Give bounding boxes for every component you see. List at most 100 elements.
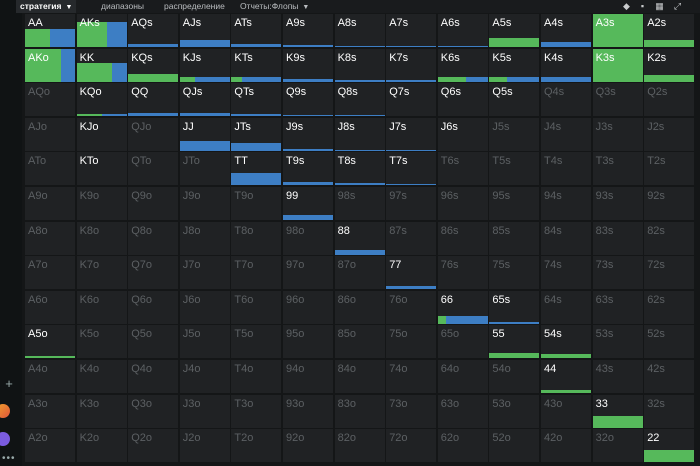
hand-cell[interactable]: QJs	[179, 83, 230, 117]
hand-cell[interactable]: 95o	[283, 325, 333, 359]
hand-cell[interactable]: J2s	[644, 117, 695, 151]
tab-distribution[interactable]: распределение	[164, 0, 225, 13]
hand-cell[interactable]: 22	[644, 429, 695, 463]
hand-cell[interactable]: K2s	[644, 48, 695, 82]
hand-cell[interactable]: 86o	[334, 290, 385, 324]
hand-cell[interactable]: 97s	[386, 187, 437, 220]
hand-cell[interactable]: JTs	[231, 117, 282, 151]
hand-cell[interactable]: A8s	[334, 14, 385, 47]
hand-cell[interactable]: J3o	[179, 394, 230, 428]
hand-cell[interactable]: J3s	[592, 117, 643, 151]
hand-cell[interactable]: 82s	[644, 221, 695, 255]
hand-cell[interactable]: QJo	[128, 117, 179, 151]
hand-cell[interactable]: Q4s	[541, 83, 591, 117]
hand-cell[interactable]: K7o	[76, 256, 127, 290]
hand-cell[interactable]: 77	[386, 256, 437, 290]
hand-cell[interactable]: Q2s	[644, 83, 695, 117]
hand-cell[interactable]: J5s	[489, 117, 540, 151]
hand-cell[interactable]: K6s	[437, 48, 488, 82]
hand-cell[interactable]: AQo	[25, 83, 75, 117]
hand-cell[interactable]: 76s	[437, 256, 488, 290]
hand-cell[interactable]: 63o	[437, 394, 488, 428]
hand-cell[interactable]: AKo	[25, 48, 75, 82]
hand-cell[interactable]: ATs	[231, 14, 282, 47]
hand-cell[interactable]: K3o	[76, 394, 127, 428]
hand-cell[interactable]: K6o	[76, 290, 127, 324]
expand-icon[interactable]: ⤢	[673, 1, 682, 11]
tab-ranges[interactable]: диапазоны	[101, 0, 144, 13]
hand-cell[interactable]: 93o	[283, 394, 333, 428]
hand-cell[interactable]: K5o	[76, 325, 127, 359]
more-dots-icon[interactable]: •••	[2, 453, 16, 464]
hand-cell[interactable]: 32s	[644, 394, 695, 428]
hand-cell[interactable]: Q9s	[283, 83, 333, 117]
hand-cell[interactable]: A5o	[25, 325, 75, 359]
hand-cell[interactable]: T5o	[231, 325, 282, 359]
hand-cell[interactable]: KTs	[231, 48, 282, 82]
hand-cell[interactable]: 84o	[334, 360, 385, 393]
hand-cell[interactable]: 87o	[334, 256, 385, 290]
hand-cell[interactable]: J4o	[179, 360, 230, 393]
hand-cell[interactable]: JJ	[179, 117, 230, 151]
hand-cell[interactable]: T9s	[283, 152, 333, 186]
hand-cell[interactable]: K3s	[592, 48, 643, 82]
hand-cell[interactable]: T7s	[386, 152, 437, 186]
hand-cell[interactable]: Q3o	[128, 394, 179, 428]
hand-cell[interactable]: 53s	[592, 325, 643, 359]
hand-cell[interactable]: Q7s	[386, 83, 437, 117]
hand-cell[interactable]: T3o	[231, 394, 282, 428]
hand-cell[interactable]: 83s	[592, 221, 643, 255]
hand-cell[interactable]: K9o	[76, 187, 127, 220]
hand-cell[interactable]: A2s	[644, 14, 695, 47]
hand-cell[interactable]: 65s	[489, 290, 540, 324]
hand-cell[interactable]: A2o	[25, 429, 75, 463]
hand-cell[interactable]: A6s	[437, 14, 488, 47]
hand-cell[interactable]: QTs	[231, 83, 282, 117]
hand-cell[interactable]: A7o	[25, 256, 75, 290]
hand-cell[interactable]: AKs	[76, 14, 127, 47]
hand-cell[interactable]: A5s	[489, 14, 540, 47]
hand-cell[interactable]: T8o	[231, 221, 282, 255]
hand-cell[interactable]: 63s	[592, 290, 643, 324]
hand-cell[interactable]: Q9o	[128, 187, 179, 220]
hand-cell[interactable]: 82o	[334, 429, 385, 463]
hand-cell[interactable]: A7s	[386, 14, 437, 47]
hand-cell[interactable]: 84s	[541, 221, 591, 255]
hand-cell[interactable]: 85o	[334, 325, 385, 359]
hand-cell[interactable]: J9o	[179, 187, 230, 220]
hand-cell[interactable]: 96o	[283, 290, 333, 324]
hand-cell[interactable]: J2o	[179, 429, 230, 463]
hand-cell[interactable]: 32o	[592, 429, 643, 463]
hand-cell[interactable]: ATo	[25, 152, 75, 186]
cube-icon[interactable]: ◆	[623, 1, 630, 11]
hand-cell[interactable]: T6o	[231, 290, 282, 324]
hand-cell[interactable]: 88	[334, 221, 385, 255]
hand-cell[interactable]: T4s	[541, 152, 591, 186]
hand-cell[interactable]: A4s	[541, 14, 591, 47]
hand-cell[interactable]: T4o	[231, 360, 282, 393]
hand-cell[interactable]: QTo	[128, 152, 179, 186]
hand-cell[interactable]: AJo	[25, 117, 75, 151]
hand-cell[interactable]: K8o	[76, 221, 127, 255]
hand-cell[interactable]: 62o	[437, 429, 488, 463]
hand-cell[interactable]: 83o	[334, 394, 385, 428]
hand-cell[interactable]: 86s	[437, 221, 488, 255]
hand-cell[interactable]: 99	[283, 187, 333, 220]
hand-cell[interactable]: AJs	[179, 14, 230, 47]
hand-cell[interactable]: J8s	[334, 117, 385, 151]
hand-cell[interactable]: Q5o	[128, 325, 179, 359]
hand-cell[interactable]: KJo	[76, 117, 127, 151]
hand-cell[interactable]: T2s	[644, 152, 695, 186]
hand-cell[interactable]: 52s	[644, 325, 695, 359]
hand-cell[interactable]: JTo	[179, 152, 230, 186]
hand-cell[interactable]: Q8o	[128, 221, 179, 255]
tab-flop-reports[interactable]: Отчеты:Флопы ▼	[240, 0, 309, 13]
hand-cell[interactable]: K9s	[283, 48, 333, 82]
hand-cell[interactable]: J5o	[179, 325, 230, 359]
hand-cell[interactable]: 72o	[386, 429, 437, 463]
hand-cell[interactable]: 55	[489, 325, 540, 359]
hand-cell[interactable]: QQ	[128, 83, 179, 117]
hand-cell[interactable]: KQs	[128, 48, 179, 82]
hand-cell[interactable]: T7o	[231, 256, 282, 290]
hand-cell[interactable]: 75o	[386, 325, 437, 359]
